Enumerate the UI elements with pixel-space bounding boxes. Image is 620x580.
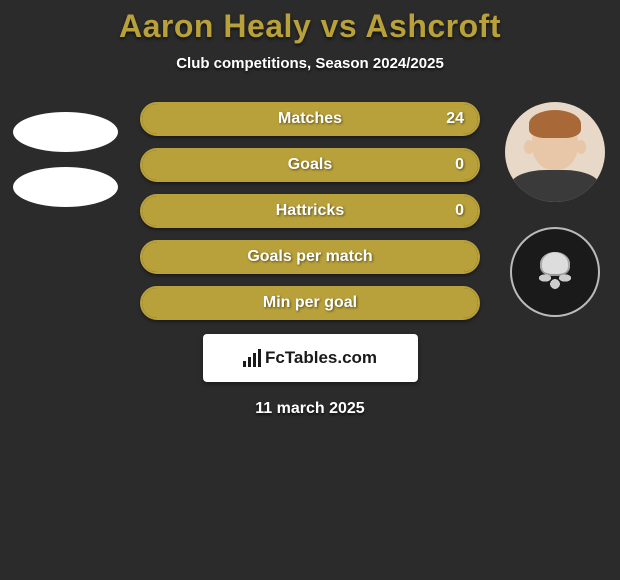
page-title: Aaron Healy vs Ashcroft xyxy=(0,0,620,45)
brand-chart-icon xyxy=(243,349,261,367)
right-player-avatar xyxy=(505,102,605,202)
stat-bars: Matches 24 Goals 0 Hattricks 0 Goals per… xyxy=(140,102,480,320)
stat-value-right: 0 xyxy=(455,202,464,220)
brand-logo[interactable]: FcTables.com xyxy=(203,334,418,382)
stat-label: Goals xyxy=(288,156,332,174)
stat-label: Goals per match xyxy=(247,248,372,266)
comparison-content: Matches 24 Goals 0 Hattricks 0 Goals per… xyxy=(0,102,620,418)
stat-label: Hattricks xyxy=(276,202,344,220)
stat-value-right: 24 xyxy=(446,110,464,128)
stat-bar-goals-per-match: Goals per match xyxy=(140,240,480,274)
stat-label: Matches xyxy=(278,110,342,128)
brand-text: FcTables.com xyxy=(265,348,377,368)
left-player-column xyxy=(0,102,130,207)
right-player-column xyxy=(500,102,610,317)
stat-bar-hattricks: Hattricks 0 xyxy=(140,194,480,228)
stat-bar-goals: Goals 0 xyxy=(140,148,480,182)
stat-label: Min per goal xyxy=(263,294,357,312)
subtitle: Club competitions, Season 2024/2025 xyxy=(0,55,620,72)
stat-value-right: 0 xyxy=(455,156,464,174)
date-label: 11 march 2025 xyxy=(0,400,620,418)
left-player-avatar-placeholder xyxy=(13,112,118,152)
left-club-badge-placeholder xyxy=(13,167,118,207)
stat-bar-matches: Matches 24 xyxy=(140,102,480,136)
stat-bar-min-per-goal: Min per goal xyxy=(140,286,480,320)
right-club-badge xyxy=(510,227,600,317)
